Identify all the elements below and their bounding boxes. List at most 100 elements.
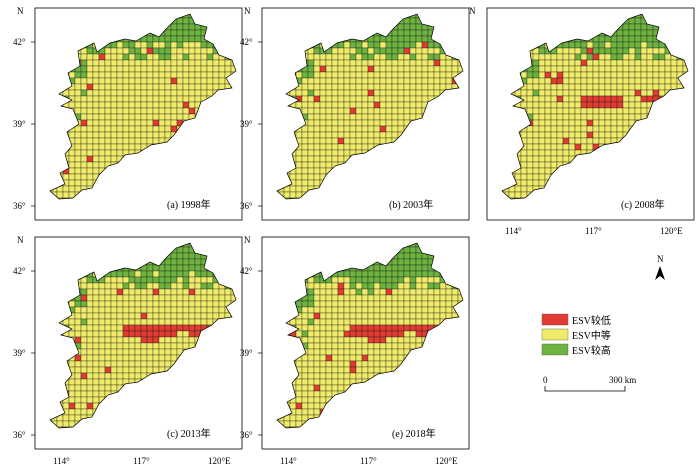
esv-cell-low — [373, 101, 381, 109]
esv-cell-medium — [337, 276, 345, 284]
esv-cell-medium — [86, 161, 94, 169]
esv-cell-medium — [556, 83, 564, 91]
esv-cell-medium — [556, 143, 564, 151]
esv-cell-medium — [74, 330, 82, 338]
esv-cell-medium — [116, 83, 124, 91]
esv-cell-medium — [307, 360, 315, 368]
esv-cell-medium — [313, 119, 321, 127]
esv-cell-medium — [92, 89, 100, 97]
esv-cell-medium — [122, 306, 130, 314]
esv-cell-high — [176, 35, 184, 43]
esv-cell-medium — [373, 342, 381, 350]
esv-cell-medium — [397, 318, 405, 326]
esv-cell-medium — [295, 360, 303, 368]
esv-cell-medium — [301, 137, 309, 145]
esv-cell-medium — [170, 59, 178, 67]
esv-cell-medium — [68, 300, 76, 308]
esv-cell-medium — [580, 89, 588, 97]
esv-cell-medium — [391, 306, 399, 314]
esv-cell-high — [373, 276, 381, 284]
esv-cell-medium — [544, 95, 552, 103]
esv-cell-medium — [526, 143, 534, 151]
esv-cell-low — [128, 330, 136, 338]
esv-cell-low — [319, 65, 327, 73]
esv-cell-medium — [212, 83, 220, 91]
esv-cell-low — [616, 101, 624, 109]
esv-cell-medium — [343, 348, 351, 356]
esv-cell-medium — [331, 306, 339, 314]
region-outline — [501, 13, 689, 200]
esv-cell-medium — [598, 131, 606, 139]
esv-cell-medium — [349, 125, 357, 133]
esv-cell-medium — [92, 390, 100, 398]
esv-cell-low — [598, 95, 606, 103]
esv-cell-medium — [134, 101, 142, 109]
esv-cell-medium — [349, 59, 357, 67]
esv-cell-medium — [307, 282, 315, 290]
esv-cell-medium — [616, 77, 624, 85]
esv-cell-high — [532, 65, 540, 73]
esv-cell-medium — [574, 65, 582, 73]
esv-cell-medium — [128, 71, 136, 79]
esv-cell-medium — [622, 83, 630, 91]
esv-cell-medium — [604, 83, 612, 91]
esv-cell-medium — [86, 378, 94, 386]
esv-cell-low — [140, 312, 148, 320]
esv-cell-high — [391, 47, 399, 55]
esv-cell-high — [182, 276, 190, 284]
esv-cell-low — [385, 330, 393, 338]
esv-cell-medium — [86, 396, 94, 404]
esv-cell-high — [188, 264, 196, 272]
esv-cell-medium — [391, 71, 399, 79]
esv-cell-medium — [86, 360, 94, 368]
esv-cell-high — [409, 282, 417, 290]
esv-cell-medium — [331, 342, 339, 350]
esv-cell-high — [307, 59, 315, 67]
esv-cell-medium — [580, 53, 588, 61]
esv-cell-medium — [421, 89, 429, 97]
esv-cell-medium — [92, 312, 100, 320]
esv-cell-low — [433, 59, 441, 67]
esv-cell-medium — [110, 53, 118, 61]
esv-cell-medium — [301, 179, 309, 187]
esv-cell-medium — [319, 288, 327, 296]
esv-cell-medium — [116, 107, 124, 115]
esv-cell-medium — [439, 65, 447, 73]
esv-cell-medium — [361, 107, 369, 115]
esv-cell-medium — [526, 137, 534, 145]
esv-cell-high — [652, 41, 660, 49]
esv-cell-medium — [313, 282, 321, 290]
esv-cell-low — [367, 89, 375, 97]
esv-cell-medium — [170, 294, 178, 302]
esv-cell-medium — [86, 408, 94, 416]
esv-cell-medium — [445, 294, 453, 302]
esv-cell-medium — [206, 59, 214, 67]
esv-cell-medium — [403, 65, 411, 73]
esv-cell-medium — [325, 336, 333, 344]
esv-cell-medium — [526, 149, 534, 157]
esv-cell-medium — [307, 119, 315, 127]
esv-cell-low — [586, 95, 594, 103]
esv-cell-medium — [337, 131, 345, 139]
esv-cell-medium — [646, 47, 654, 55]
esv-cell-high — [307, 65, 315, 73]
esv-cell-medium — [349, 288, 357, 296]
esv-cell-medium — [355, 125, 363, 133]
esv-cell-medium — [349, 113, 357, 121]
esv-cell-high — [182, 246, 190, 254]
esv-cell-medium — [337, 89, 345, 97]
esv-cell-medium — [295, 330, 303, 338]
esv-cell-medium — [355, 372, 363, 380]
esv-cell-medium — [146, 101, 154, 109]
esv-cell-low — [367, 336, 375, 344]
esv-cell-high — [128, 41, 136, 49]
esv-cell-medium — [403, 59, 411, 67]
esv-cell-low — [134, 324, 142, 332]
esv-cell-high — [200, 41, 208, 49]
esv-cell-medium — [200, 83, 208, 91]
esv-cell-medium — [158, 288, 166, 296]
esv-cell-medium — [379, 366, 387, 374]
esv-cell-medium — [80, 360, 88, 368]
esv-cell-medium — [319, 77, 327, 85]
esv-cell-medium — [319, 53, 327, 61]
